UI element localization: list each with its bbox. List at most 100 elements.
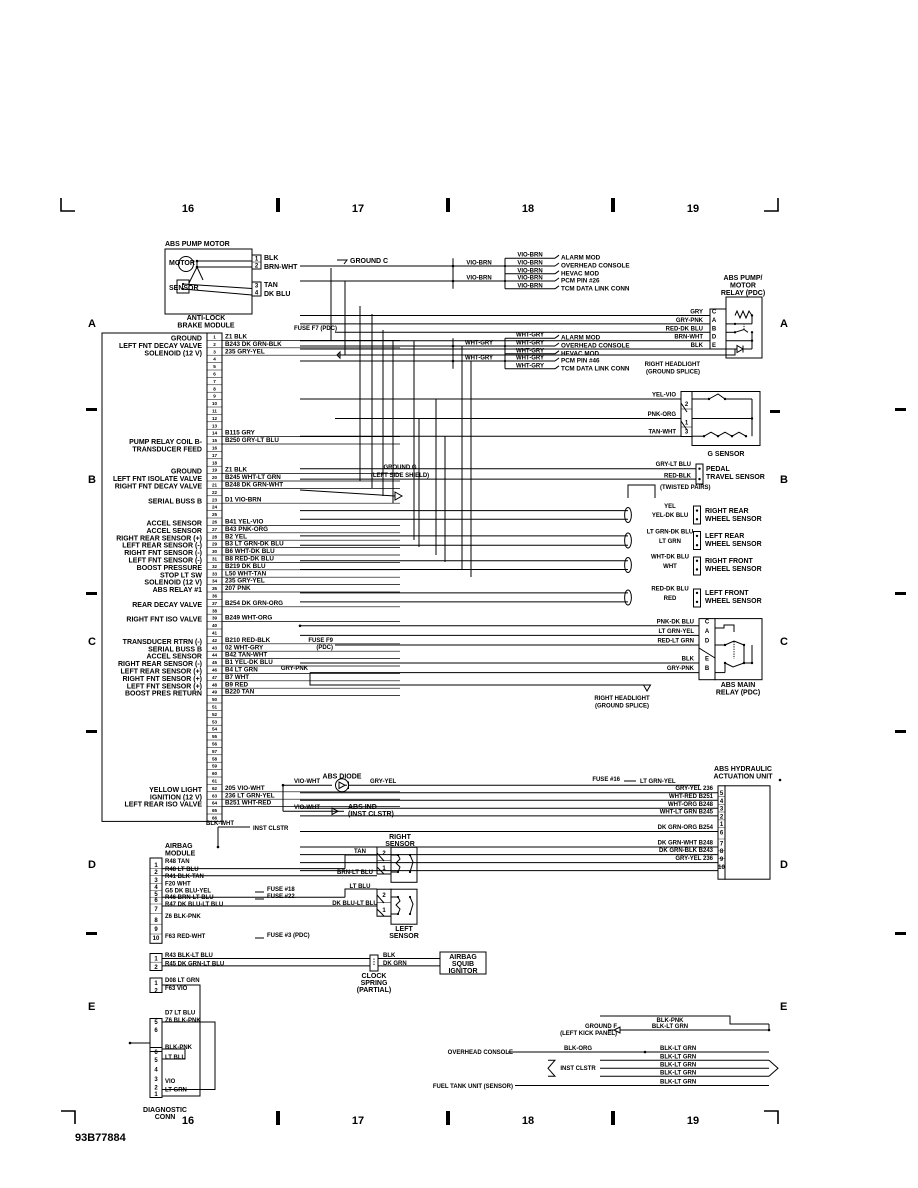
svg-text:BLK-LT GRN: BLK-LT GRN bbox=[660, 1071, 696, 1077]
svg-text:BLK: BLK bbox=[691, 343, 704, 349]
svg-text:WHT-GRY: WHT-GRY bbox=[516, 363, 544, 369]
svg-text:MOTOR: MOTOR bbox=[730, 283, 756, 290]
svg-text:VIO-BRN: VIO-BRN bbox=[466, 276, 491, 282]
svg-text:35: 35 bbox=[212, 586, 218, 591]
svg-text:66: 66 bbox=[212, 816, 218, 821]
svg-text:50: 50 bbox=[212, 697, 218, 702]
svg-text:Z6 BLK-PNK: Z6 BLK-PNK bbox=[165, 1018, 201, 1024]
svg-text:GRY-YEL: GRY-YEL bbox=[370, 779, 396, 785]
svg-text:5: 5 bbox=[154, 1058, 158, 1064]
svg-text:VIO-BRN: VIO-BRN bbox=[517, 261, 542, 267]
svg-text:20: 20 bbox=[212, 475, 218, 480]
svg-text:A: A bbox=[780, 318, 788, 330]
svg-text:R41 BLK-TAN: R41 BLK-TAN bbox=[165, 874, 204, 880]
svg-text:207 PNK: 207 PNK bbox=[225, 585, 251, 592]
svg-text:B2 YEL: B2 YEL bbox=[225, 533, 247, 540]
svg-text:WHT-GRY: WHT-GRY bbox=[516, 341, 544, 347]
svg-text:RED-DK BLU: RED-DK BLU bbox=[651, 587, 688, 593]
svg-text:D: D bbox=[780, 859, 788, 871]
svg-text:F63 RED-WHT: F63 RED-WHT bbox=[165, 934, 206, 940]
svg-text:SENSOR: SENSOR bbox=[169, 285, 199, 292]
svg-text:LEFT REAR SENSOR (-): LEFT REAR SENSOR (-) bbox=[122, 543, 202, 550]
svg-text:6: 6 bbox=[154, 1050, 158, 1056]
svg-text:B245 WHT-LT GRN: B245 WHT-LT GRN bbox=[225, 474, 281, 481]
svg-text:RIGHT FNT DECAY VALVE: RIGHT FNT DECAY VALVE bbox=[115, 484, 203, 491]
svg-text:AIRBAG: AIRBAG bbox=[449, 954, 477, 961]
svg-text:2: 2 bbox=[255, 263, 259, 269]
svg-text:BRN-LT BLU: BRN-LT BLU bbox=[337, 870, 373, 876]
svg-text:BLK: BLK bbox=[264, 255, 278, 262]
svg-text:RIGHT REAR SENSOR (-): RIGHT REAR SENSOR (-) bbox=[118, 661, 202, 668]
svg-text:3: 3 bbox=[720, 807, 724, 813]
svg-text:SERIAL BUSS B: SERIAL BUSS B bbox=[148, 498, 202, 505]
svg-text:13: 13 bbox=[212, 423, 218, 428]
svg-text:IGNITION (12 V): IGNITION (12 V) bbox=[150, 794, 202, 801]
svg-text:D7 LT BLU: D7 LT BLU bbox=[165, 1011, 195, 1017]
svg-text:WHT: WHT bbox=[663, 564, 677, 570]
svg-text:WHT-GRY: WHT-GRY bbox=[516, 333, 544, 339]
svg-text:A: A bbox=[88, 318, 96, 330]
svg-text:WHEEL SENSOR: WHEEL SENSOR bbox=[705, 541, 762, 548]
svg-text:17: 17 bbox=[352, 203, 364, 215]
svg-text:1: 1 bbox=[213, 335, 216, 340]
svg-text:BLK-PNK: BLK-PNK bbox=[165, 1045, 193, 1051]
svg-text:2: 2 bbox=[154, 870, 158, 876]
svg-text:7: 7 bbox=[154, 907, 158, 913]
svg-text:C: C bbox=[88, 636, 96, 648]
svg-text:VIO-WHT: VIO-WHT bbox=[294, 779, 320, 785]
svg-text:DK GRN-WHT B248: DK GRN-WHT B248 bbox=[658, 841, 714, 847]
svg-text:5: 5 bbox=[213, 364, 216, 369]
svg-text:BLK-LT GRN: BLK-LT GRN bbox=[660, 1063, 696, 1069]
svg-text:8: 8 bbox=[720, 849, 724, 855]
svg-text:R47 DK BLU-LT BLU: R47 DK BLU-LT BLU bbox=[165, 902, 223, 908]
svg-text:GRY-YEL 236: GRY-YEL 236 bbox=[675, 786, 713, 792]
svg-text:VIO-WHT: VIO-WHT bbox=[294, 805, 320, 811]
svg-text:WHT-RED B251: WHT-RED B251 bbox=[669, 794, 714, 800]
svg-text:D: D bbox=[705, 639, 710, 645]
svg-text:10: 10 bbox=[153, 936, 160, 942]
svg-text:E: E bbox=[88, 1001, 95, 1013]
svg-text:GROUND C: GROUND C bbox=[350, 258, 388, 265]
svg-text:BRN-WHT: BRN-WHT bbox=[674, 335, 703, 341]
svg-text:SENSOR: SENSOR bbox=[389, 933, 419, 940]
svg-text:36: 36 bbox=[212, 594, 218, 599]
svg-text:B: B bbox=[705, 666, 710, 672]
svg-text:32: 32 bbox=[212, 564, 218, 569]
svg-text:MOTOR: MOTOR bbox=[169, 260, 195, 267]
svg-text:B: B bbox=[88, 474, 96, 486]
svg-text:HEVAC MOD: HEVAC MOD bbox=[561, 350, 599, 357]
svg-text:G5 DK BLU-YEL: G5 DK BLU-YEL bbox=[165, 888, 211, 894]
svg-text:16: 16 bbox=[182, 203, 194, 215]
svg-text:Z1 BLK: Z1 BLK bbox=[225, 334, 247, 341]
svg-text:LEFT REAR: LEFT REAR bbox=[705, 533, 744, 540]
svg-text:B251 WHT-RED: B251 WHT-RED bbox=[225, 800, 272, 807]
svg-text:Z6 BLK-PNK: Z6 BLK-PNK bbox=[165, 914, 201, 920]
svg-text:18: 18 bbox=[522, 1115, 534, 1127]
svg-text:DIAGNOSTIC: DIAGNOSTIC bbox=[143, 1107, 187, 1114]
svg-text:WHT-GRY: WHT-GRY bbox=[465, 341, 493, 347]
svg-text:RED-BLK: RED-BLK bbox=[664, 474, 692, 480]
svg-text:1: 1 bbox=[720, 822, 724, 828]
svg-text:11: 11 bbox=[212, 409, 217, 414]
svg-text:BRN-WHT: BRN-WHT bbox=[264, 264, 298, 271]
svg-text:BOOST PRESSURE: BOOST PRESSURE bbox=[137, 565, 203, 572]
svg-text:56: 56 bbox=[212, 742, 218, 747]
svg-text:B220 TAN: B220 TAN bbox=[225, 689, 255, 696]
svg-text:Z1 BLK: Z1 BLK bbox=[225, 467, 247, 474]
svg-text:LEFT REAR ISO VALVE: LEFT REAR ISO VALVE bbox=[124, 802, 202, 809]
svg-text:9: 9 bbox=[213, 394, 216, 399]
svg-text:4: 4 bbox=[154, 885, 158, 891]
svg-text:2: 2 bbox=[154, 989, 158, 995]
svg-text:TAN-WHT: TAN-WHT bbox=[648, 430, 676, 436]
svg-text:R48 TAN: R48 TAN bbox=[165, 859, 190, 865]
svg-text:236 LT GRN-YEL: 236 LT GRN-YEL bbox=[225, 792, 275, 799]
svg-text:12: 12 bbox=[212, 416, 218, 421]
svg-text:B41 YEL-VIO: B41 YEL-VIO bbox=[225, 519, 263, 526]
svg-text:VIO: VIO bbox=[165, 1079, 176, 1085]
svg-text:6: 6 bbox=[154, 898, 158, 904]
svg-text:9: 9 bbox=[720, 857, 724, 863]
svg-text:(INST CLSTR): (INST CLSTR) bbox=[348, 811, 394, 818]
svg-text:BLK-ORG: BLK-ORG bbox=[564, 1046, 592, 1052]
svg-text:62: 62 bbox=[212, 786, 218, 791]
svg-text:GRY-YEL 236: GRY-YEL 236 bbox=[675, 856, 713, 862]
